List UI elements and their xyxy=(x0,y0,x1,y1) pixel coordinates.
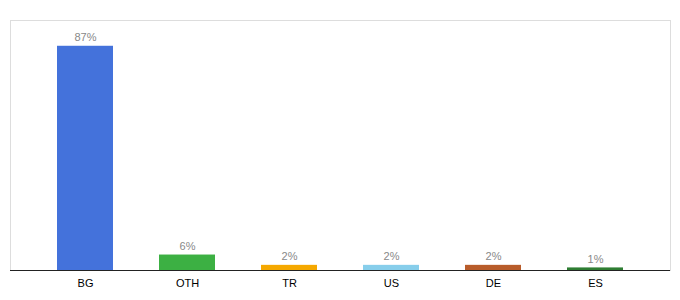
svg-text:ES: ES xyxy=(588,277,603,289)
svg-text:2%: 2% xyxy=(282,250,298,262)
svg-text:6%: 6% xyxy=(180,240,196,252)
svg-text:OTH: OTH xyxy=(176,277,199,289)
svg-text:TR: TR xyxy=(282,277,297,289)
svg-text:DE: DE xyxy=(486,277,501,289)
svg-text:BG: BG xyxy=(78,277,94,289)
svg-text:1%: 1% xyxy=(588,253,604,265)
svg-text:US: US xyxy=(384,277,399,289)
svg-text:2%: 2% xyxy=(384,250,400,262)
svg-text:87%: 87% xyxy=(74,31,96,43)
svg-text:2%: 2% xyxy=(486,250,502,262)
